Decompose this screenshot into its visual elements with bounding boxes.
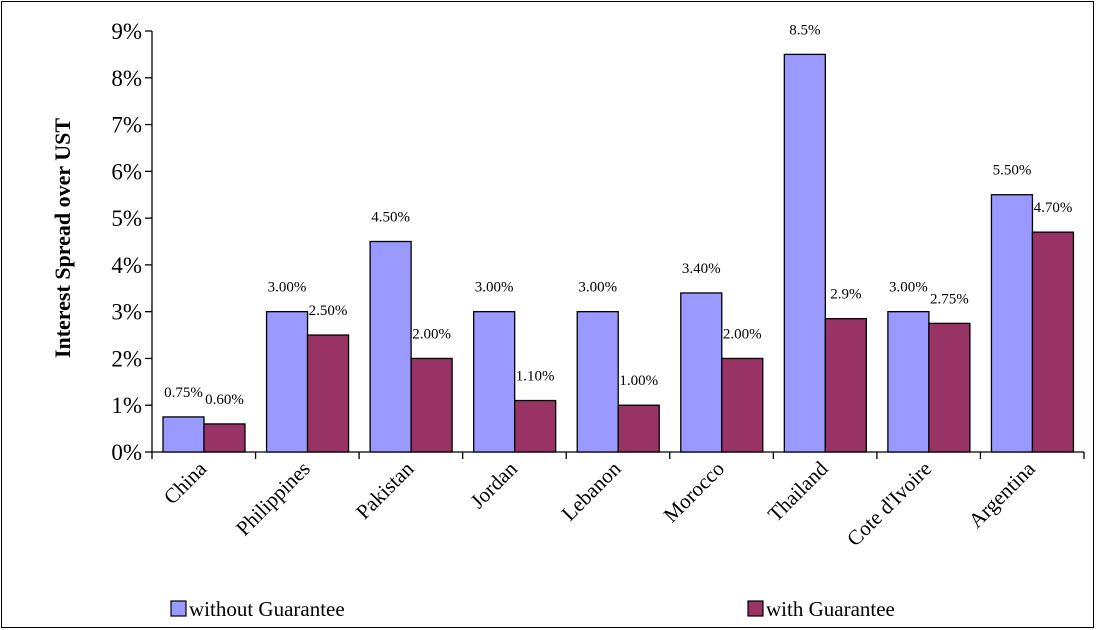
legend-label: without Guarantee	[189, 597, 345, 621]
bar	[514, 399, 557, 453]
data-label: 0.60%	[205, 392, 244, 408]
y-tick-label: 7%	[111, 113, 142, 138]
legend-swatch	[747, 600, 764, 617]
bar	[1031, 231, 1075, 453]
data-label: 2.75%	[930, 291, 969, 307]
data-label: 2.50%	[309, 303, 348, 319]
y-tick-label: 9%	[111, 19, 142, 44]
y-tick-label: 4%	[111, 253, 142, 278]
y-tick-label: 6%	[111, 159, 142, 184]
y-tick-label: 5%	[111, 206, 142, 231]
bar	[265, 311, 309, 453]
data-label: 4.70%	[1034, 200, 1073, 216]
bars	[162, 53, 1075, 453]
bar	[306, 334, 350, 453]
data-label: 8.5%	[789, 22, 820, 38]
y-tick-label: 8%	[111, 66, 142, 91]
bar	[617, 404, 660, 453]
bar	[680, 292, 723, 453]
y-ticks: 0% 1% 2% 3% 4% 5% 6% 7% 8% 9%	[111, 19, 152, 465]
x-ticks: China Philippines Pakistan Jordan Lebanon Mor…	[151, 452, 1085, 551]
data-label: 3.00%	[268, 280, 307, 296]
data-label: 3.00%	[578, 280, 617, 296]
bar	[721, 357, 764, 453]
data-label: 3.00%	[889, 280, 928, 296]
data-label: 2.00%	[723, 326, 762, 342]
y-axis-label: Interest Spread over UST	[50, 118, 75, 359]
bar	[162, 416, 205, 453]
legend: without Guarantee with Guarantee	[170, 597, 895, 621]
bar	[887, 311, 930, 453]
data-label: 3.40%	[682, 261, 721, 277]
bar	[783, 53, 826, 453]
y-tick-label: 0%	[111, 440, 142, 465]
data-label: 2.00%	[412, 326, 451, 342]
data-label: 3.00%	[475, 280, 514, 296]
y-tick-label: 3%	[111, 300, 142, 325]
data-label: 2.9%	[830, 287, 861, 303]
bar	[369, 240, 412, 453]
bar	[473, 311, 516, 453]
bar	[824, 318, 867, 453]
x-tick-label: Lebanon	[557, 456, 626, 525]
data-label: 1.10%	[516, 369, 555, 385]
x-tick-label: Thailand	[763, 456, 833, 526]
y-tick-label: 1%	[111, 393, 142, 418]
data-label: 1.00%	[619, 373, 658, 389]
legend-swatch	[170, 600, 187, 617]
x-tick-label: Philippines	[231, 457, 315, 541]
x-tick-label: Jordan	[465, 456, 522, 513]
x-tick-label: Morocco	[659, 457, 730, 528]
x-tick-label: Cote d'Ivoire	[842, 457, 936, 551]
bar	[990, 194, 1034, 453]
bar	[203, 423, 246, 453]
x-tick-label: Pakistan	[351, 456, 419, 524]
data-label: 5.50%	[993, 163, 1032, 179]
bar	[410, 357, 453, 453]
bar	[576, 311, 619, 453]
legend-label: with Guarantee	[766, 597, 895, 621]
data-label: 4.50%	[371, 210, 410, 226]
y-tick-label: 2%	[111, 346, 142, 371]
bar	[928, 322, 971, 453]
data-labels: 0.75% 3.00% 4.50% 3.00% 3.00% 3.40% 8.5% 3.00% 5…	[164, 22, 1072, 408]
data-label: 0.75%	[164, 385, 203, 401]
x-tick-label: Argentina	[964, 456, 1041, 533]
x-tick-label: China	[159, 456, 212, 509]
